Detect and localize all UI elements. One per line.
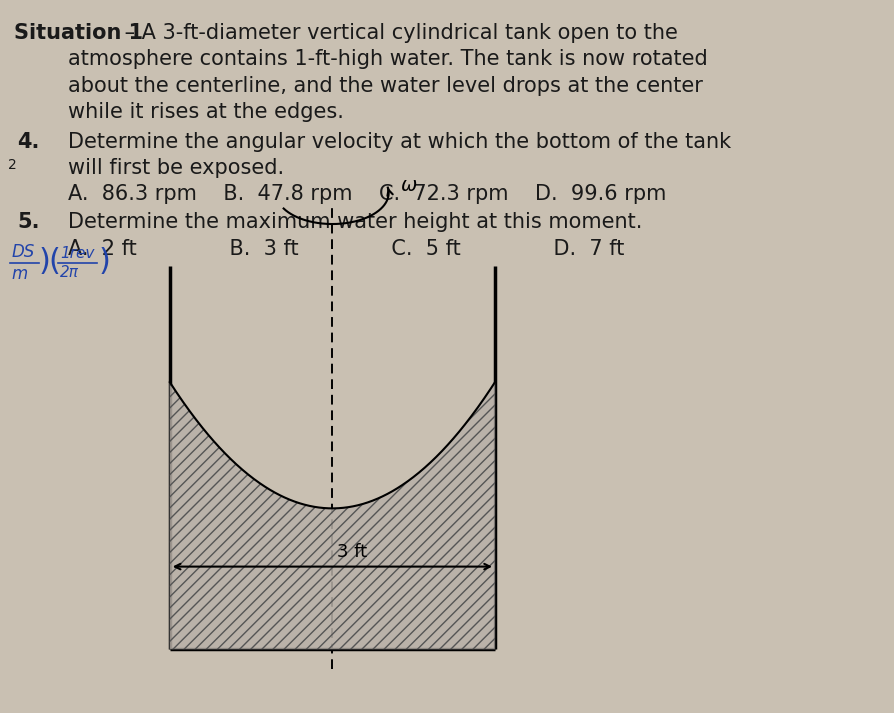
Text: 4.: 4.	[18, 132, 40, 152]
Polygon shape	[170, 382, 495, 649]
Text: ): )	[99, 247, 111, 277]
Text: about the centerline, and the water level drops at the center: about the centerline, and the water leve…	[68, 76, 703, 96]
Text: Determine the maximum water height at this moment.: Determine the maximum water height at th…	[68, 212, 642, 232]
Text: ): )	[38, 247, 51, 277]
Text: m: m	[12, 265, 28, 283]
Text: Situation 1: Situation 1	[13, 23, 143, 43]
Text: will first be exposed.: will first be exposed.	[68, 158, 284, 178]
Text: atmosphere contains 1-ft-high water. The tank is now rotated: atmosphere contains 1-ft-high water. The…	[68, 49, 708, 69]
Text: DS: DS	[12, 243, 35, 261]
Text: – A 3-ft-diameter vertical cylindrical tank open to the: – A 3-ft-diameter vertical cylindrical t…	[118, 23, 679, 43]
Text: while it rises at the edges.: while it rises at the edges.	[68, 102, 344, 122]
Text: (: (	[48, 247, 61, 277]
Text: 2π: 2π	[60, 265, 79, 279]
Text: 5.: 5.	[18, 212, 40, 232]
Text: 2: 2	[8, 158, 16, 172]
Text: Determine the angular velocity at which the bottom of the tank: Determine the angular velocity at which …	[68, 132, 731, 152]
Text: 1rev: 1rev	[60, 246, 95, 261]
Text: A.  2 ft              B.  3 ft              C.  5 ft              D.  7 ft: A. 2 ft B. 3 ft C. 5 ft D. 7 ft	[68, 239, 624, 259]
Text: ω: ω	[401, 175, 417, 195]
Text: A.  86.3 rpm    B.  47.8 rpm    C.  72.3 rpm    D.  99.6 rpm: A. 86.3 rpm B. 47.8 rpm C. 72.3 rpm D. 9…	[68, 184, 666, 204]
Text: 3 ft: 3 ft	[337, 543, 367, 561]
